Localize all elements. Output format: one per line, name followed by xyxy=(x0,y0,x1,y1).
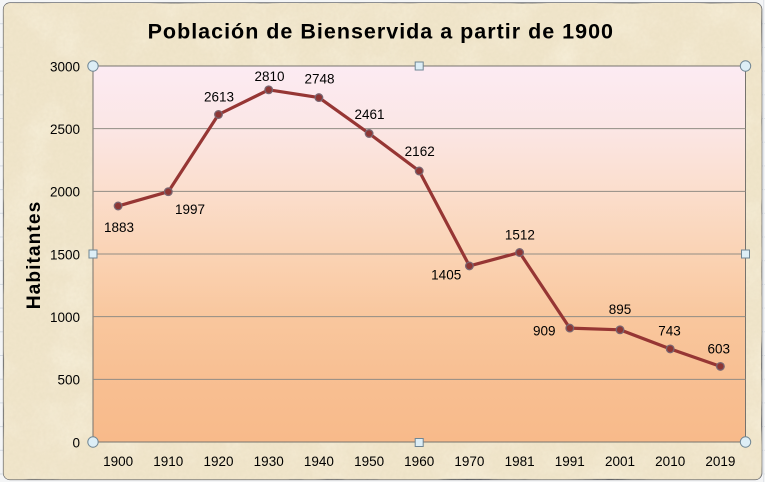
svg-text:1950: 1950 xyxy=(354,454,384,469)
svg-text:0: 0 xyxy=(72,435,80,450)
svg-text:2748: 2748 xyxy=(304,72,334,87)
svg-text:2000: 2000 xyxy=(50,185,80,200)
svg-text:1920: 1920 xyxy=(203,454,233,469)
svg-text:1960: 1960 xyxy=(404,454,434,469)
svg-text:1883: 1883 xyxy=(104,220,134,235)
svg-text:Población de Bienservida a par: Población de Bienservida a partir de 190… xyxy=(148,20,614,44)
svg-text:1991: 1991 xyxy=(555,454,585,469)
svg-text:2010: 2010 xyxy=(655,454,685,469)
svg-text:1940: 1940 xyxy=(304,454,334,469)
svg-text:1500: 1500 xyxy=(50,247,80,262)
svg-text:895: 895 xyxy=(609,302,632,317)
svg-text:2810: 2810 xyxy=(254,69,284,84)
svg-text:603: 603 xyxy=(708,341,731,356)
svg-text:1405: 1405 xyxy=(431,267,461,282)
svg-text:1910: 1910 xyxy=(153,454,183,469)
svg-text:909: 909 xyxy=(533,324,556,339)
svg-text:500: 500 xyxy=(57,373,80,388)
svg-text:743: 743 xyxy=(658,323,681,338)
svg-text:1512: 1512 xyxy=(505,228,535,243)
svg-text:1930: 1930 xyxy=(254,454,284,469)
svg-text:1981: 1981 xyxy=(505,454,535,469)
svg-text:Habitantes: Habitantes xyxy=(24,201,45,310)
svg-text:1900: 1900 xyxy=(103,454,133,469)
svg-text:2162: 2162 xyxy=(405,144,435,159)
svg-text:1970: 1970 xyxy=(454,454,484,469)
svg-text:3000: 3000 xyxy=(50,59,80,74)
svg-text:2613: 2613 xyxy=(204,90,234,105)
svg-text:2019: 2019 xyxy=(705,454,735,469)
svg-text:1000: 1000 xyxy=(50,310,80,325)
svg-text:1997: 1997 xyxy=(175,202,205,217)
svg-text:2461: 2461 xyxy=(354,107,384,122)
svg-text:2500: 2500 xyxy=(50,122,80,137)
svg-text:2001: 2001 xyxy=(605,454,635,469)
